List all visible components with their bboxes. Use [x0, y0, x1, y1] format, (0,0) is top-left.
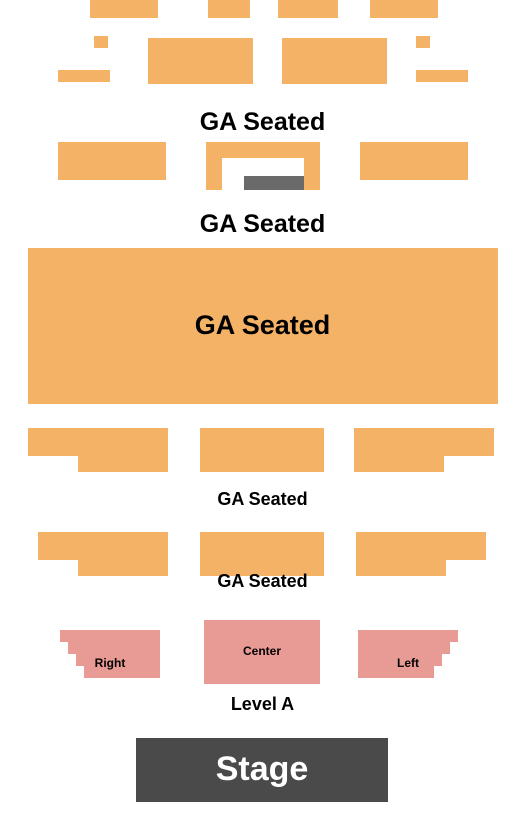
stepped-left-step-0	[358, 630, 458, 642]
label-ga_seated_big: GA Seated	[0, 310, 525, 341]
label-level_a: Level A	[0, 694, 525, 715]
label-left: Left	[358, 656, 458, 670]
seat-block-r3b1	[58, 142, 166, 180]
seat-block-r3dark	[244, 176, 304, 190]
seat-block-r1b4	[370, 0, 438, 18]
label-ga_seated_2: GA Seated	[0, 210, 525, 239]
stepped-right-step-1	[68, 642, 160, 654]
label-ga_seated_1: GA Seated	[0, 108, 525, 137]
seat-block-r1b3	[278, 0, 338, 18]
seat-block-r1b1	[90, 0, 158, 18]
label-right: Right	[60, 656, 160, 670]
seat-block-r2b1	[148, 38, 253, 84]
label-stage: Stage	[136, 750, 388, 789]
seat-block-r2s1	[94, 36, 108, 48]
seat-block-r2s2	[416, 36, 430, 48]
seat-block-r3b3	[360, 142, 468, 180]
seat-block-r1b2	[208, 0, 250, 18]
seat-block-r5b2	[200, 428, 324, 472]
stepped-left-step-1	[358, 642, 450, 654]
label-center: Center	[204, 644, 320, 658]
label-ga_seated_4: GA Seated	[0, 489, 525, 510]
seat-block-r2s3	[58, 70, 110, 82]
seat-block-r6b2	[200, 532, 324, 576]
seat-block-r5b1w	[28, 456, 78, 472]
seat-block-r2s4	[416, 70, 468, 82]
stepped-right-step-0	[60, 630, 160, 642]
seat-block-r5b3w	[444, 456, 494, 472]
label-ga_seated_5: GA Seated	[0, 571, 525, 592]
seat-block-r2b2	[282, 38, 387, 84]
